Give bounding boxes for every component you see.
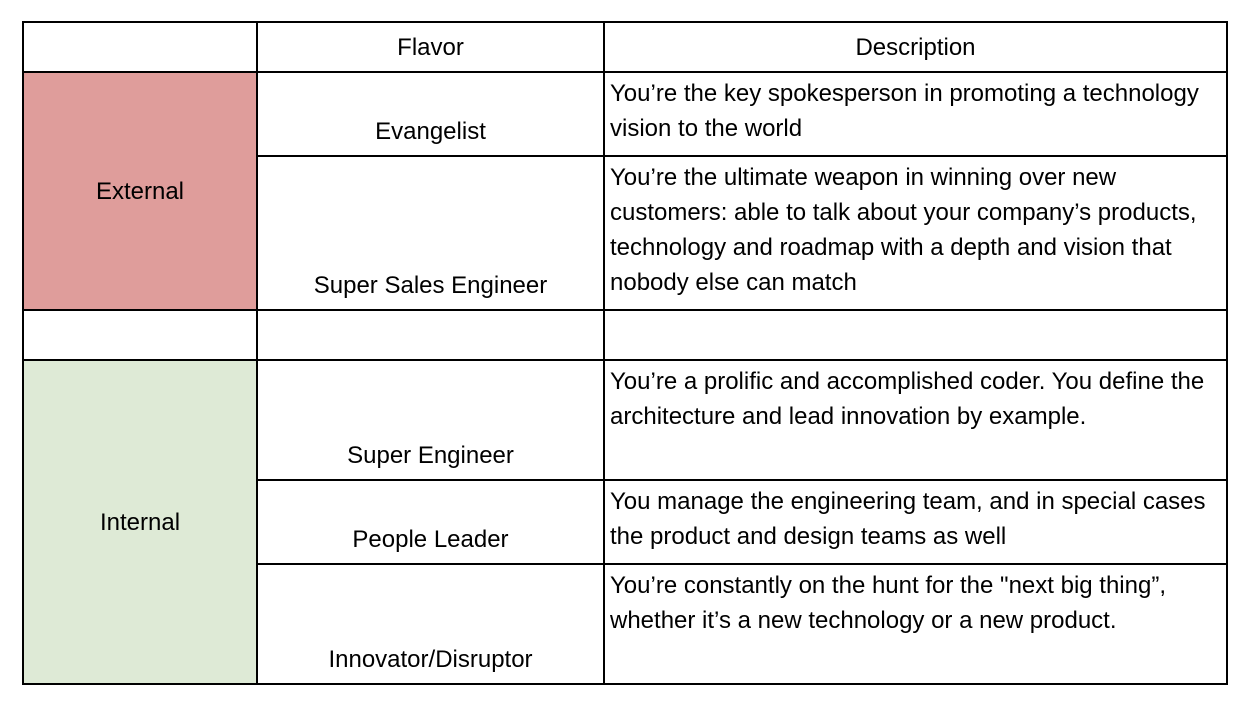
flavor-cell: Super Engineer	[256, 359, 605, 481]
flavor-cell: People Leader	[256, 479, 605, 565]
table-row: Innovator/Disruptor You’re constantly on…	[23, 563, 1228, 685]
empty-cell	[256, 309, 605, 361]
description-cell: You’re the ultimate weapon in winning ov…	[603, 155, 1228, 311]
table-row: Internal Super Engineer You’re a prolifi…	[22, 359, 1228, 685]
description-cell: You’re constantly on the hunt for the "n…	[603, 563, 1228, 685]
table-row: People Leader You manage the engineering…	[23, 479, 1228, 565]
empty-cell	[603, 309, 1228, 361]
empty-cell	[22, 309, 258, 361]
flavor-cell: Super Sales Engineer	[256, 155, 605, 311]
description-cell: You manage the engineering team, and in …	[603, 479, 1228, 565]
flavor-cell: Innovator/Disruptor	[256, 563, 605, 685]
flavor-cell: Evangelist	[256, 71, 605, 157]
header-flavor-cell: Flavor	[256, 21, 605, 73]
table-row: Super Sales Engineer You’re the ultimate…	[23, 155, 1228, 311]
header-description-cell: Description	[603, 21, 1228, 73]
category-cell-external: External	[22, 71, 258, 311]
header-category-cell	[22, 21, 258, 73]
description-cell: You’re a prolific and accomplished coder…	[603, 359, 1228, 481]
header-row: Flavor Description	[22, 21, 1228, 73]
table-row: External Evangelist You’re the key spoke…	[22, 71, 1228, 311]
flavors-table: Flavor Description External Evangelist Y…	[22, 21, 1228, 685]
category-cell-internal: Internal	[22, 359, 258, 685]
spacer-row	[22, 309, 1228, 361]
description-cell: You’re the key spokesperson in promoting…	[603, 71, 1228, 157]
